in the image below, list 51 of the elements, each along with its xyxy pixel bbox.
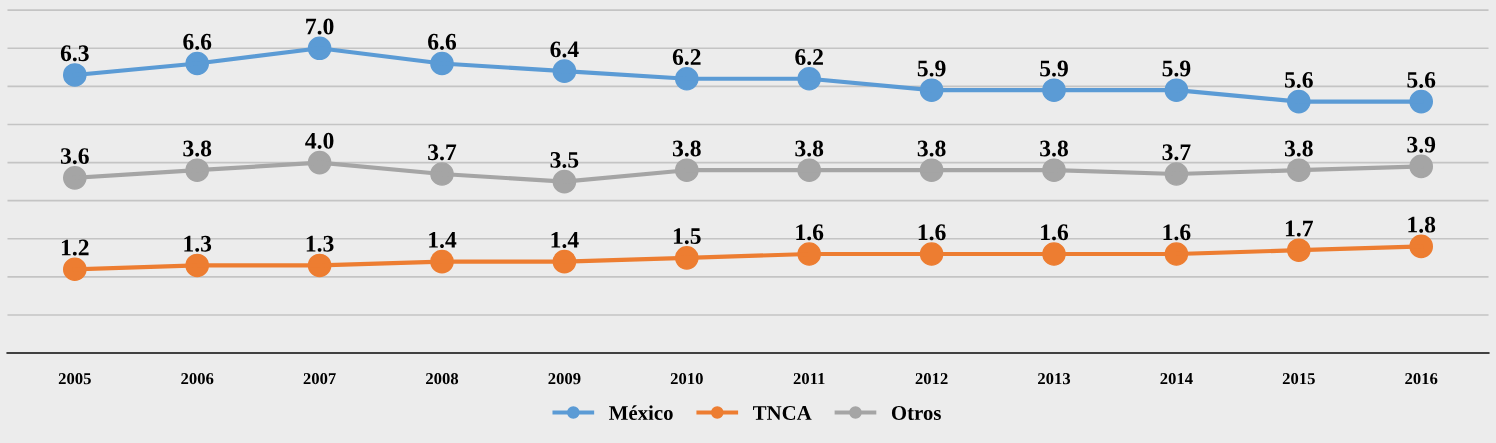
x-tick-label: 2015 <box>1282 373 1315 385</box>
data-label: 5.9 <box>1040 60 1068 77</box>
data-label: 6.6 <box>428 33 457 50</box>
data-label: 1.6 <box>1163 224 1191 241</box>
x-tick-label: 2009 <box>548 373 581 385</box>
data-label: 5.6 <box>1284 71 1313 88</box>
data-label: 6.3 <box>60 45 89 62</box>
x-tick-label: 2010 <box>670 373 703 385</box>
x-tick-label: 2007 <box>303 373 336 385</box>
legend-label: Otros <box>891 406 941 421</box>
data-label: 3.8 <box>795 140 824 157</box>
x-tick-label: 2008 <box>426 373 459 385</box>
data-label: 3.8 <box>917 140 946 157</box>
data-label: 3.7 <box>1162 144 1191 161</box>
data-label: 6.4 <box>550 41 579 58</box>
data-label: 1.8 <box>1408 216 1436 233</box>
data-label: 1.5 <box>673 228 701 245</box>
data-label: 6.2 <box>672 49 701 66</box>
data-label: 3.6 <box>60 148 89 165</box>
data-label: 5.9 <box>917 60 946 77</box>
data-label: 1.6 <box>796 224 824 241</box>
data-label: 5.6 <box>1407 71 1436 88</box>
x-tick-label: 2014 <box>1160 373 1193 385</box>
x-tick-label: 2013 <box>1038 373 1071 385</box>
data-label: 4.0 <box>305 132 334 149</box>
x-tick-label: 2006 <box>181 373 214 385</box>
x-tick-label: 2016 <box>1405 373 1438 385</box>
x-tick-label: 2011 <box>793 373 825 385</box>
data-label: 3.5 <box>550 151 579 168</box>
data-label: 6.6 <box>183 33 212 50</box>
data-label: 7.0 <box>306 18 334 35</box>
legend-label: México <box>609 405 673 421</box>
data-label: 1.4 <box>551 232 579 248</box>
data-label: 3.8 <box>1284 140 1313 157</box>
data-label: 1.7 <box>1285 220 1313 237</box>
data-label: 1.3 <box>306 235 334 252</box>
legend-label: TNCA <box>753 406 812 421</box>
data-label: 3.8 <box>1040 140 1068 157</box>
data-label: 1.6 <box>918 224 946 241</box>
data-label: 3.7 <box>428 144 457 161</box>
data-label: 5.9 <box>1162 60 1191 77</box>
x-tick-label: 2012 <box>915 373 948 385</box>
data-label: 6.2 <box>795 49 823 66</box>
data-label: 3.8 <box>672 140 701 157</box>
x-tick-label: 2005 <box>58 373 91 385</box>
data-label: 1.3 <box>184 235 212 252</box>
data-label: 3.9 <box>1407 136 1436 153</box>
data-label: 1.2 <box>61 239 89 256</box>
data-label: 1.4 <box>429 232 457 248</box>
data-label: 3.8 <box>183 140 212 157</box>
data-label: 1.6 <box>1041 224 1069 241</box>
